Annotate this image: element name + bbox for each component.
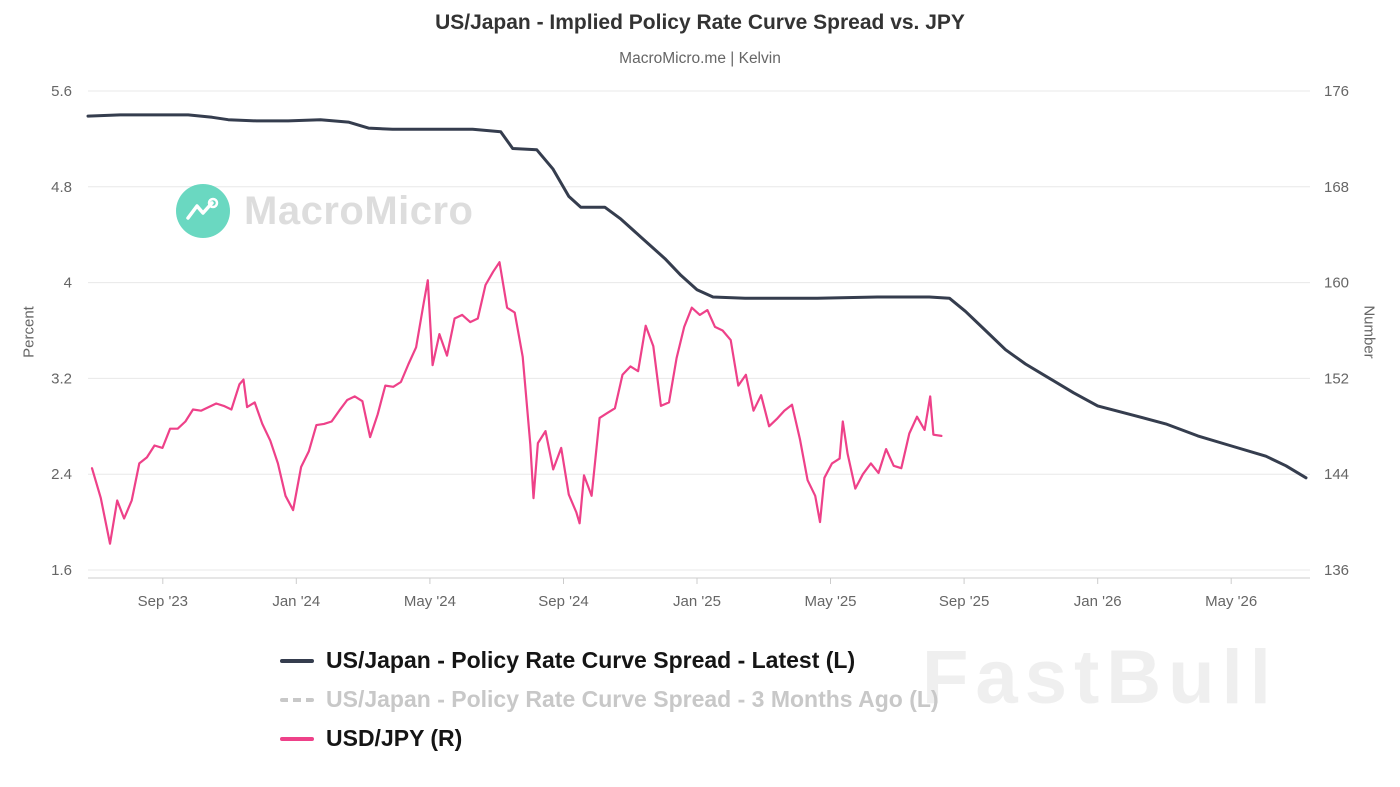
grid-and-axes: 5.6 176 4.8 168 4 160 3.2 152 2.4 144 1.6 136 Sep '2… — [51, 83, 1349, 610]
fastbull-watermark: FastBull — [922, 635, 1278, 720]
svg-text:176: 176 — [1324, 83, 1349, 100]
legend-marker — [280, 697, 314, 702]
svg-text:Jan '26: Jan '26 — [1074, 593, 1122, 610]
svg-text:4: 4 — [64, 275, 72, 292]
right-axis-title: Number — [1360, 305, 1378, 359]
legend-item-1[interactable]: US/Japan - Policy Rate Curve Spread - La… — [280, 646, 939, 675]
svg-text:2.4: 2.4 — [51, 466, 72, 483]
legend-label: US/Japan - Policy Rate Curve Spread - La… — [326, 647, 856, 673]
legend-label: USD/JPY (R) — [326, 725, 463, 751]
svg-text:May '26: May '26 — [1205, 593, 1257, 610]
legend-marker — [280, 658, 314, 663]
svg-text:Jan '24: Jan '24 — [272, 593, 320, 610]
legend-marker — [280, 736, 314, 741]
svg-text:Jan '25: Jan '25 — [673, 593, 721, 610]
series-line-2 — [90, 261, 943, 545]
svg-text:Sep '24: Sep '24 — [538, 593, 588, 610]
svg-text:Sep '25: Sep '25 — [939, 593, 989, 610]
legend-item-2[interactable]: US/Japan - Policy Rate Curve Spread - 3 … — [280, 685, 939, 714]
svg-text:136: 136 — [1324, 562, 1349, 579]
legend: US/Japan - Policy Rate Curve Spread - La… — [280, 646, 939, 763]
svg-text:Sep '23: Sep '23 — [138, 593, 188, 610]
left-axis-title: Percent — [20, 306, 38, 358]
svg-text:168: 168 — [1324, 179, 1349, 196]
legend-label: US/Japan - Policy Rate Curve Spread - 3 … — [326, 686, 939, 712]
svg-text:4.8: 4.8 — [51, 179, 72, 196]
svg-text:144: 144 — [1324, 466, 1349, 483]
series-line-0 — [86, 113, 1308, 480]
svg-text:152: 152 — [1324, 370, 1349, 387]
svg-text:1.6: 1.6 — [51, 562, 72, 579]
page-title: US/Japan - Implied Policy Rate Curve Spr… — [435, 11, 965, 34]
svg-text:May '25: May '25 — [804, 593, 856, 610]
svg-text:3.2: 3.2 — [51, 370, 72, 387]
svg-text:5.6: 5.6 — [51, 83, 72, 100]
svg-text:May '24: May '24 — [404, 593, 456, 610]
page-subtitle: MacroMicro.me | Kelvin — [619, 50, 781, 67]
legend-item-3[interactable]: USD/JPY (R) — [280, 724, 939, 753]
line-chart: 5.6 176 4.8 168 4 160 3.2 152 2.4 144 1.6 136 Sep '2… — [51, 83, 1349, 610]
svg-text:160: 160 — [1324, 275, 1349, 292]
